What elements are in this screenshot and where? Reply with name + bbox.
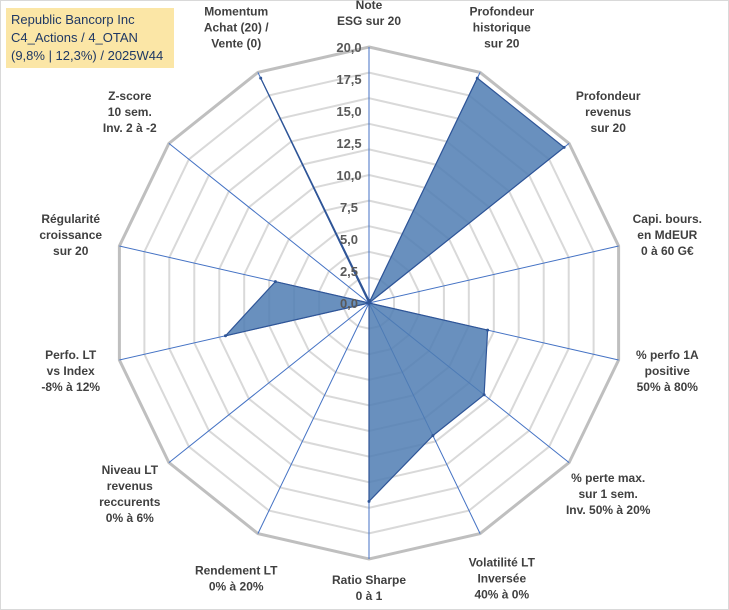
data-point-15	[367, 298, 371, 302]
axis-label-9-line-2: 0% à 20%	[209, 580, 264, 594]
axis-label-11-line-3: -8% à 12%	[41, 380, 100, 394]
axis-label-12-line-2: croissance	[39, 228, 102, 242]
chart-title-box: Republic Bancorp Inc C4_Actions / 4_OTAN…	[6, 8, 174, 68]
axis-label-10-line-3: reccurents	[99, 495, 161, 509]
axis-label-6-line-1: % perte max.	[571, 471, 645, 485]
data-point-13	[367, 301, 371, 305]
axis-label-3-line-3: sur 20	[591, 121, 627, 135]
axis-label-13-line-3: Inv. 2 à -2	[103, 121, 157, 135]
axis-label-7-line-1: Volatilité LT	[469, 556, 536, 570]
axis-label-9-line-1: Rendement LT	[195, 564, 278, 578]
axis-label-14-line-2: Achat (20) /	[204, 20, 269, 34]
tick-label: 10,0	[336, 168, 361, 183]
tick-label: 5,0	[340, 232, 358, 247]
axis-spoke-10	[168, 302, 370, 463]
axis-label-8-line-1: Ratio Sharpe	[332, 573, 406, 587]
chart-title-line-3: (9,8% | 12,3%) / 2025W44	[11, 48, 164, 63]
axis-label-1-line-2: ESG sur 20	[337, 14, 401, 28]
data-point-14	[259, 76, 263, 80]
axis-label-1-line-1: Note	[356, 0, 383, 12]
axis-label-5-line-1: % perfo 1A	[636, 348, 699, 362]
series-area-1	[223, 77, 566, 503]
data-point-2	[475, 76, 479, 80]
axis-label-12-line-1: Régularité	[41, 212, 100, 226]
chart-title-line-1: Republic Bancorp Inc	[11, 12, 135, 27]
axis-spoke-4	[368, 245, 619, 304]
tick-label: 7,5	[340, 200, 358, 215]
axis-label-4-line-3: 0 à 60 G€	[641, 244, 694, 258]
axis-label-10-line-2: revenus	[107, 479, 153, 493]
axis-label-10-line-4: 0% à 6%	[106, 511, 154, 525]
tick-label: 20,0	[336, 40, 361, 55]
axis-label-14-line-1: Momentum	[204, 4, 268, 18]
axis-label-2-line-2: historique	[473, 20, 531, 34]
axis-label-3-line-2: revenus	[585, 105, 631, 119]
axis-spoke-9	[257, 302, 370, 534]
axis-label-11-line-2: vs Index	[47, 364, 95, 378]
data-point-3	[562, 145, 566, 149]
axis-label-5-line-2: positive	[645, 364, 691, 378]
tick-label: 15,0	[336, 104, 361, 119]
axis-spoke-13	[168, 143, 370, 304]
axis-label-8-line-2: 0 à 1	[356, 589, 383, 603]
axis-label-14-line-3: Vente (0)	[211, 36, 261, 50]
data-point-12	[273, 280, 277, 284]
data-point-8	[367, 499, 371, 503]
axis-label-13-line-2: 10 sem.	[108, 105, 152, 119]
axis-label-2-line-3: sur 20	[484, 36, 520, 50]
axis-label-5-line-3: 50% à 80%	[637, 380, 699, 394]
chart-title-line-2: C4_Actions / 4_OTAN	[11, 30, 138, 45]
axis-label-6-line-2: sur 1 sem.	[579, 487, 638, 501]
axis-label-11-line-1: Perfo. LT	[45, 348, 97, 362]
axis-label-10-line-1: Niveau LT	[102, 463, 159, 477]
data-point-7	[431, 434, 435, 438]
tick-label: 17,5	[336, 72, 361, 87]
axis-label-7-line-3: 40% à 0%	[474, 588, 529, 602]
data-point-5	[486, 328, 490, 332]
axis-label-13-line-1: Z-score	[108, 89, 152, 103]
tick-label: 12,5	[336, 136, 361, 151]
axis-label-4-line-1: Capi. bours.	[633, 212, 702, 226]
axis-label-4-line-2: en MdEUR	[637, 228, 697, 242]
axis-label-3-line-1: Profondeur	[576, 89, 641, 103]
data-point-11	[224, 334, 227, 338]
axis-label-6-line-3: Inv. 50% à 20%	[566, 503, 651, 517]
data-point-6	[482, 393, 486, 397]
axis-label-2-line-1: Profondeur	[469, 4, 534, 18]
axis-label-7-line-2: Inversée	[477, 572, 526, 586]
tick-label: 2,5	[340, 264, 358, 279]
tick-label: 0,0	[340, 296, 358, 311]
axis-label-12-line-3: sur 20	[53, 244, 89, 258]
